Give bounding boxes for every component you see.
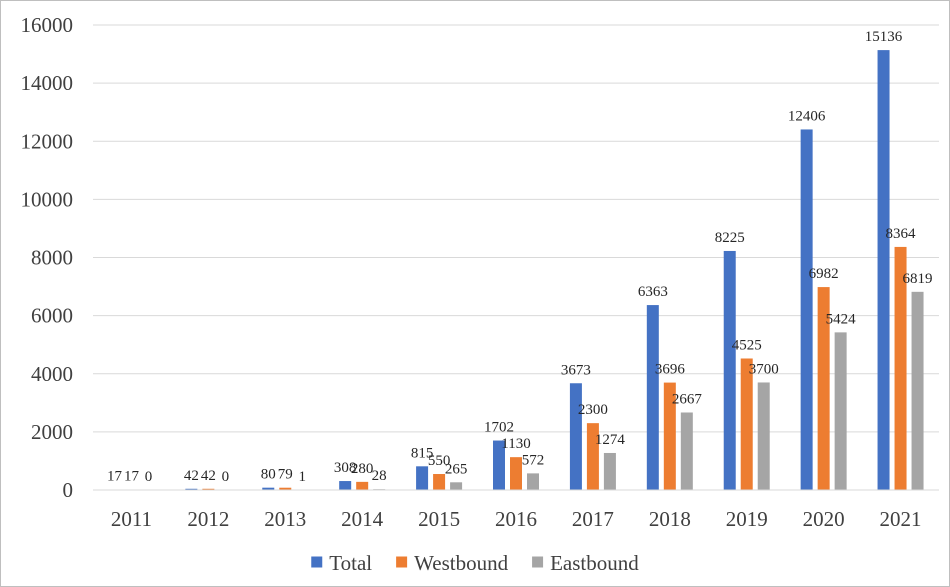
bar-eastbound-2021 xyxy=(911,291,924,490)
data-label-westbound-2021: 8364 xyxy=(886,226,917,242)
bar-westbound-2014 xyxy=(356,481,369,490)
data-label-eastbound-2015: 265 xyxy=(445,461,468,477)
legend: Total Westbound Eastbound xyxy=(311,551,639,575)
y-tick-label: 6000 xyxy=(31,304,73,328)
bar-total-2014 xyxy=(339,481,352,490)
data-label-total-2017: 3673 xyxy=(561,362,591,378)
data-label-eastbound-2013: 1 xyxy=(299,469,307,485)
y-tick-label: 0 xyxy=(63,478,74,502)
x-tick-label: 2021 xyxy=(880,507,922,531)
data-label-westbound-2017: 2300 xyxy=(578,402,608,418)
bar-eastbound-2016 xyxy=(527,473,539,490)
legend-swatch xyxy=(532,556,544,568)
data-label-total-2011: 17 xyxy=(107,469,123,485)
legend-swatch xyxy=(311,556,323,568)
y-tick-label: 2000 xyxy=(31,420,73,444)
data-label-eastbound-2014: 28 xyxy=(372,468,387,484)
data-label-westbound-2014: 280 xyxy=(351,461,374,477)
data-label-eastbound-2011: 0 xyxy=(145,469,153,485)
bar-westbound-2017 xyxy=(586,423,599,490)
legend-item-eastbound: Eastbound xyxy=(532,551,639,575)
data-label-eastbound-2016: 572 xyxy=(522,452,545,468)
y-tick-label: 8000 xyxy=(31,246,73,270)
y-tick-label: 4000 xyxy=(31,362,73,386)
data-label-eastbound-2012: 0 xyxy=(222,469,230,485)
x-tick-label: 2013 xyxy=(264,507,306,531)
legend-swatch xyxy=(396,556,408,568)
data-label-total-2016: 1702 xyxy=(484,420,514,436)
bar-total-2013 xyxy=(262,487,275,490)
bar-westbound-2012 xyxy=(202,488,215,490)
data-label-westbound-2019: 4525 xyxy=(732,337,762,353)
bar-total-2019 xyxy=(723,250,736,490)
data-label-eastbound-2021: 6819 xyxy=(903,271,933,287)
bar-eastbound-2020 xyxy=(834,332,847,490)
bar-westbound-2016 xyxy=(510,457,522,490)
bar-westbound-2018 xyxy=(663,382,676,490)
bar-total-2021 xyxy=(877,50,890,491)
x-tick-label: 2019 xyxy=(726,507,768,531)
bar-westbound-2021 xyxy=(894,246,907,490)
data-label-total-2012: 42 xyxy=(184,468,199,484)
bar-total-2018 xyxy=(646,305,659,490)
legend-label: Total xyxy=(329,551,372,575)
bar-westbound-2013 xyxy=(279,487,292,490)
data-label-total-2014: 308 xyxy=(334,460,357,476)
gridlines xyxy=(93,24,939,433)
x-axis: 2011 2012 2013 2014 2015 2016 2017 2018 2019 2020… xyxy=(93,489,939,531)
bar-total-2017 xyxy=(569,383,582,490)
x-tick-label: 2016 xyxy=(495,507,537,531)
y-tick-label: 10000 xyxy=(21,187,74,211)
data-label-total-2019: 8225 xyxy=(715,230,745,246)
bar-total-2016 xyxy=(493,440,505,490)
bar-eastbound-2017 xyxy=(603,452,616,490)
y-axis-tick-labels: 0 2000 4000 6000 8000 10000 12000 14000 16000 xyxy=(21,13,74,502)
y-tick-label: 12000 xyxy=(21,129,74,153)
data-label-westbound-2016: 1130 xyxy=(501,436,530,452)
bar-total-2020 xyxy=(800,129,813,490)
y-tick-label: 14000 xyxy=(21,71,74,95)
bar-westbound-2020 xyxy=(817,287,830,490)
x-tick-label: 2011 xyxy=(111,507,152,531)
bar-westbound-2015 xyxy=(433,474,446,490)
legend-label: Westbound xyxy=(414,551,508,575)
legend-item-westbound: Westbound xyxy=(396,551,509,575)
data-label-eastbound-2017: 1274 xyxy=(595,432,626,448)
data-label-westbound-2015: 550 xyxy=(428,453,451,469)
bar-westbound-2019 xyxy=(740,358,753,490)
data-label-total-2020: 12406 xyxy=(788,108,826,124)
data-label-eastbound-2019: 3700 xyxy=(749,361,779,377)
legend-item-total: Total xyxy=(311,551,372,575)
x-tick-label: 2012 xyxy=(187,507,229,531)
x-tick-label: 2017 xyxy=(572,507,614,531)
bar-total-2012 xyxy=(185,488,198,490)
data-label-total-2018: 6363 xyxy=(638,284,668,300)
data-label-westbound-2011: 17 xyxy=(124,469,140,485)
data-label-total-2015: 815 xyxy=(411,445,434,461)
y-tick-label: 16000 xyxy=(21,13,74,37)
bar-eastbound-2019 xyxy=(757,382,770,490)
legend-label: Eastbound xyxy=(550,551,639,575)
data-label-eastbound-2020: 5424 xyxy=(826,311,857,327)
x-tick-label: 2014 xyxy=(341,507,384,531)
x-tick-label: 2018 xyxy=(649,507,691,531)
data-label-total-2021: 15136 xyxy=(865,29,903,45)
bar-total-2015 xyxy=(416,466,429,490)
bar-eastbound-2015 xyxy=(450,482,463,490)
data-label-westbound-2013: 79 xyxy=(278,467,293,483)
data-label-total-2013: 80 xyxy=(261,467,276,483)
data-label-westbound-2018: 3696 xyxy=(655,362,686,378)
data-label-eastbound-2018: 2667 xyxy=(672,391,703,407)
bars xyxy=(108,50,924,491)
data-label-westbound-2020: 6982 xyxy=(809,266,839,282)
x-tick-label: 2015 xyxy=(418,507,460,531)
x-tick-label: 2020 xyxy=(803,507,845,531)
bar-eastbound-2018 xyxy=(680,412,693,490)
data-label-westbound-2012: 42 xyxy=(201,468,216,484)
